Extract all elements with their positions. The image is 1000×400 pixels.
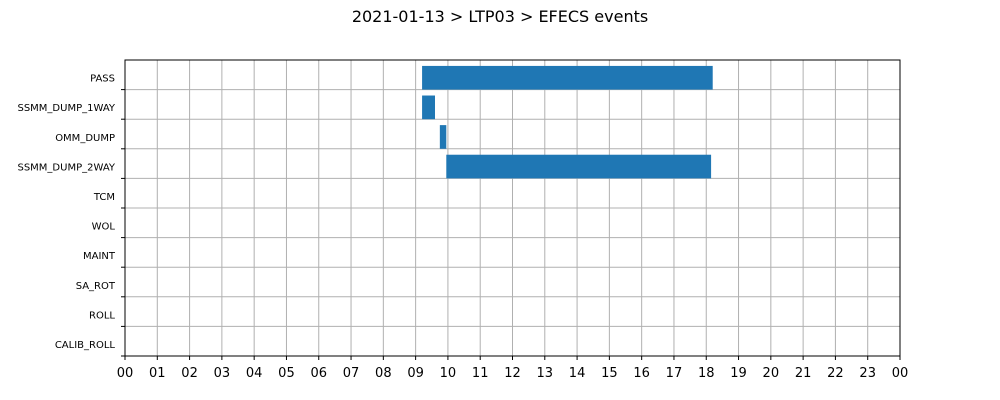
x-tick-label: 07 [343,366,360,381]
x-tick-label: 12 [504,366,521,381]
y-axis-ticks: PASS SSMM_DUMP_1WAY OMM_DUMP SSMM_DUMP_2WAY… [17,74,125,357]
x-tick-label: 11 [472,366,489,381]
x-tick-label: 00 [117,366,134,381]
x-tick-label: 22 [827,366,844,381]
x-tick-label: 05 [278,366,295,381]
y-tick-label: SSMM_DUMP_2WAY [17,162,115,173]
x-tick-label: 23 [859,366,876,381]
x-axis-ticks: 00 01 02 03 04 05 06 07 08 09 10 11 12 13 14 15 16 17 18 19… [117,356,909,381]
y-tick-label: PASS [90,74,115,85]
chart-title: 2021-01-13 > LTP03 > EFECS events [352,7,648,26]
event-bar-ssmm-dump-2way [446,154,712,179]
x-tick-label: 16 [633,366,650,381]
x-tick-label: 09 [407,366,424,381]
y-tick-label: OMM_DUMP [55,133,115,144]
y-tick-label: TCM [93,192,115,203]
x-tick-label: 13 [537,366,554,381]
y-tick-label: WOL [92,222,116,233]
y-tick-label: SA_ROT [76,281,116,292]
x-tick-label: 14 [569,366,586,381]
x-tick-label: 15 [601,366,618,381]
event-bars [422,65,713,179]
y-tick-label: MAINT [83,251,116,262]
x-tick-label: 06 [310,366,327,381]
y-tick-label: ROLL [89,310,115,321]
x-tick-label: 03 [214,366,231,381]
x-tick-label: 17 [666,366,683,381]
x-tick-label: 10 [440,366,457,381]
x-tick-label: 18 [698,366,715,381]
x-tick-label: 02 [181,366,198,381]
x-tick-label: 01 [149,366,166,381]
event-bar-pass [422,65,713,90]
y-tick-label: CALIB_ROLL [55,340,116,351]
x-tick-label: 20 [763,366,780,381]
y-tick-label: SSMM_DUMP_1WAY [17,103,115,114]
event-bar-omm-dump [439,125,447,149]
x-tick-label: 04 [246,366,263,381]
x-tick-label: 00 [892,366,909,381]
event-bar-ssmm-dump-1way [422,95,435,120]
x-tick-label: 19 [730,366,747,381]
x-tick-label: 21 [795,366,812,381]
x-tick-label: 08 [375,366,392,381]
grid-lines [125,60,900,356]
